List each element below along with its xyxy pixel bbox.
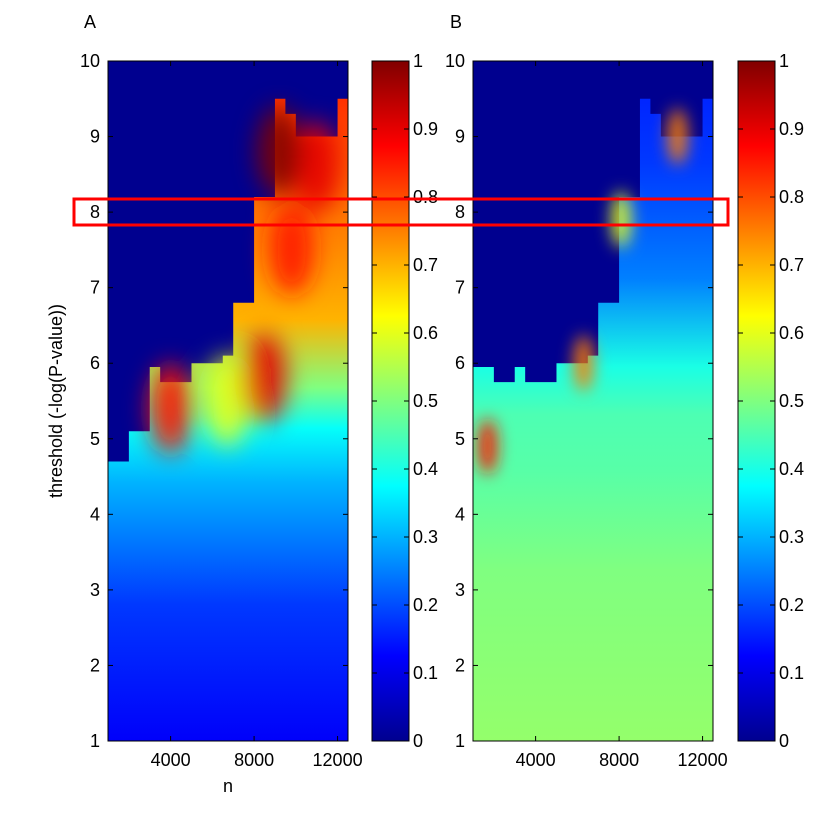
colorbar-tick-label: 0.5 [413, 391, 438, 411]
colorbar-a-ticks: 0 0.1 0.2 0.3 0.4 0.5 0.6 0.7 0.8 0.9 1 [372, 51, 438, 751]
colorbar-tick-label: 0.7 [413, 255, 438, 275]
colorbar-tick-label: 0.4 [779, 459, 804, 479]
axes-a-frame [107, 60, 349, 742]
x-axis-label-a: n [223, 776, 233, 796]
hotspot [257, 106, 302, 197]
colorbar-tick-label: 0 [779, 731, 789, 751]
y-tick-label: 7 [455, 278, 465, 298]
heatmap-a [108, 61, 348, 741]
hotspot [611, 191, 632, 248]
colorbar-tick-label: 0.3 [779, 527, 804, 547]
heatmap-a-hotspots [148, 106, 339, 454]
hotspot [269, 204, 314, 295]
x-tick-label: 8000 [599, 750, 639, 770]
y-tick-label: 8 [90, 202, 100, 222]
y-tick-label: 6 [455, 353, 465, 373]
y-tick-label: 4 [455, 504, 465, 524]
heatmap-b-field [473, 98, 713, 741]
y-tick-label: 10 [445, 51, 465, 71]
colorbar-tick-label: 0 [413, 731, 423, 751]
y-tick-label: 3 [455, 580, 465, 600]
highlight-box [72, 197, 730, 227]
axes-b-frame [472, 60, 714, 742]
colorbar-b-ticks: 0 0.1 0.2 0.3 0.4 0.5 0.6 0.7 0.8 0.9 1 [738, 51, 804, 751]
y-tick-label: 1 [90, 731, 100, 751]
x-tick-label: 4000 [151, 750, 191, 770]
colorbar-tick-label: 0.8 [779, 187, 804, 207]
colorbar-tick-label: 0.6 [779, 323, 804, 343]
panel-a-label: A [84, 12, 96, 32]
colorbar-tick-label: 0.8 [413, 187, 438, 207]
hotspot [667, 108, 688, 165]
axes-b-ticks: 1 2 3 4 5 6 7 8 9 10 4000 8000 12000 [445, 51, 728, 770]
y-tick-label: 6 [90, 353, 100, 373]
hotspot [573, 335, 594, 392]
y-tick-label: 4 [90, 504, 100, 524]
y-tick-label: 3 [90, 580, 100, 600]
y-tick-label: 9 [455, 127, 465, 147]
hotspot [242, 333, 287, 424]
panel-b-label: B [450, 12, 462, 32]
colorbar-tick-label: 0.1 [779, 663, 804, 683]
y-tick-label: 1 [455, 731, 465, 751]
heatmap-b-hotspots [477, 108, 688, 475]
heatmap-b [473, 61, 713, 741]
x-tick-label: 12000 [678, 750, 728, 770]
axes-a-ticks: 1 2 3 4 5 6 7 8 9 10 4000 8000 12000 [80, 51, 363, 770]
colorbar-tick-label: 0.2 [779, 595, 804, 615]
y-tick-label: 5 [90, 429, 100, 449]
colorbar-tick-label: 0.2 [413, 595, 438, 615]
x-tick-label: 12000 [313, 750, 363, 770]
y-tick-label: 2 [90, 655, 100, 675]
colorbar-tick-label: 0.9 [413, 119, 438, 139]
y-tick-label: 7 [90, 278, 100, 298]
x-tick-label: 8000 [234, 750, 274, 770]
y-tick-label: 8 [455, 202, 465, 222]
panel-b: B 1 2 3 4 5 6 7 8 9 10 4000 8000 12000 0 0.1 0.2 0.3 0.4… [445, 12, 804, 770]
y-tick-label: 5 [455, 429, 465, 449]
x-tick-label: 4000 [516, 750, 556, 770]
colorbar-tick-label: 1 [779, 51, 789, 71]
colorbar-tick-label: 1 [413, 51, 423, 71]
colorbar-tick-label: 0.4 [413, 459, 438, 479]
hotspot [204, 356, 249, 446]
colorbar-tick-label: 0.3 [413, 527, 438, 547]
colorbar-tick-label: 0.7 [779, 255, 804, 275]
y-tick-label: 9 [90, 127, 100, 147]
colorbar-tick-label: 0.5 [779, 391, 804, 411]
hotspot [294, 121, 339, 212]
hotspot [148, 363, 193, 454]
colorbar-b [737, 60, 776, 742]
hotspot [477, 418, 498, 475]
colorbar-a [371, 60, 410, 742]
colorbar-tick-label: 0.1 [413, 663, 438, 683]
y-tick-label: 2 [455, 655, 465, 675]
y-axis-label-a: threshold (-log(P-value)) [46, 304, 66, 498]
colorbar-tick-label: 0.6 [413, 323, 438, 343]
colorbar-tick-label: 0.9 [779, 119, 804, 139]
y-tick-label: 10 [80, 51, 100, 71]
